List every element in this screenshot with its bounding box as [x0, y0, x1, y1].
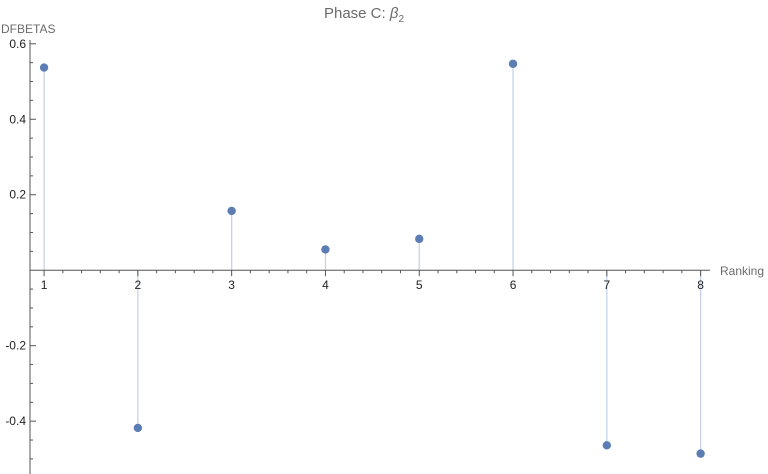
axes: 1 2 3 4 5 6 7 8 -0.4 -0.2 0.2 0.4 0.6	[5, 37, 710, 474]
chart-title-symbol: β	[389, 5, 399, 22]
data-point	[39, 63, 49, 72]
data-point	[415, 234, 424, 244]
x-tick-label: 6	[510, 278, 517, 292]
y-tick-label: -0.4	[5, 414, 26, 428]
x-tick-label: 8	[697, 278, 704, 292]
data-point	[321, 245, 330, 254]
data-point	[696, 449, 705, 458]
x-tick-label: 4	[322, 278, 329, 292]
x-tick-label: 7	[603, 278, 610, 292]
y-tick-label: 0.6	[9, 37, 26, 51]
y-tick-label: 0.2	[9, 188, 26, 202]
stems	[43, 63, 702, 454]
y-axis-label: DFBETAS	[1, 22, 55, 36]
x-tick-label: 3	[228, 278, 235, 292]
data-point	[508, 59, 518, 68]
x-tick-label: 2	[135, 278, 142, 292]
chart-title-subscript: 2	[398, 14, 404, 25]
y-tick-label: -0.2	[5, 339, 26, 353]
chart-title-prefix: Phase C:	[324, 5, 390, 22]
data-point	[133, 423, 143, 433]
x-axis-label: Ranking	[720, 264, 764, 278]
chart-title: Phase C: β2	[324, 5, 404, 25]
y-tick-label: 0.4	[9, 112, 26, 126]
data-point	[227, 206, 236, 216]
data-point	[602, 441, 612, 450]
x-tick-label: 1	[41, 278, 48, 292]
x-tick-label: 5	[416, 278, 423, 292]
points	[39, 59, 705, 458]
